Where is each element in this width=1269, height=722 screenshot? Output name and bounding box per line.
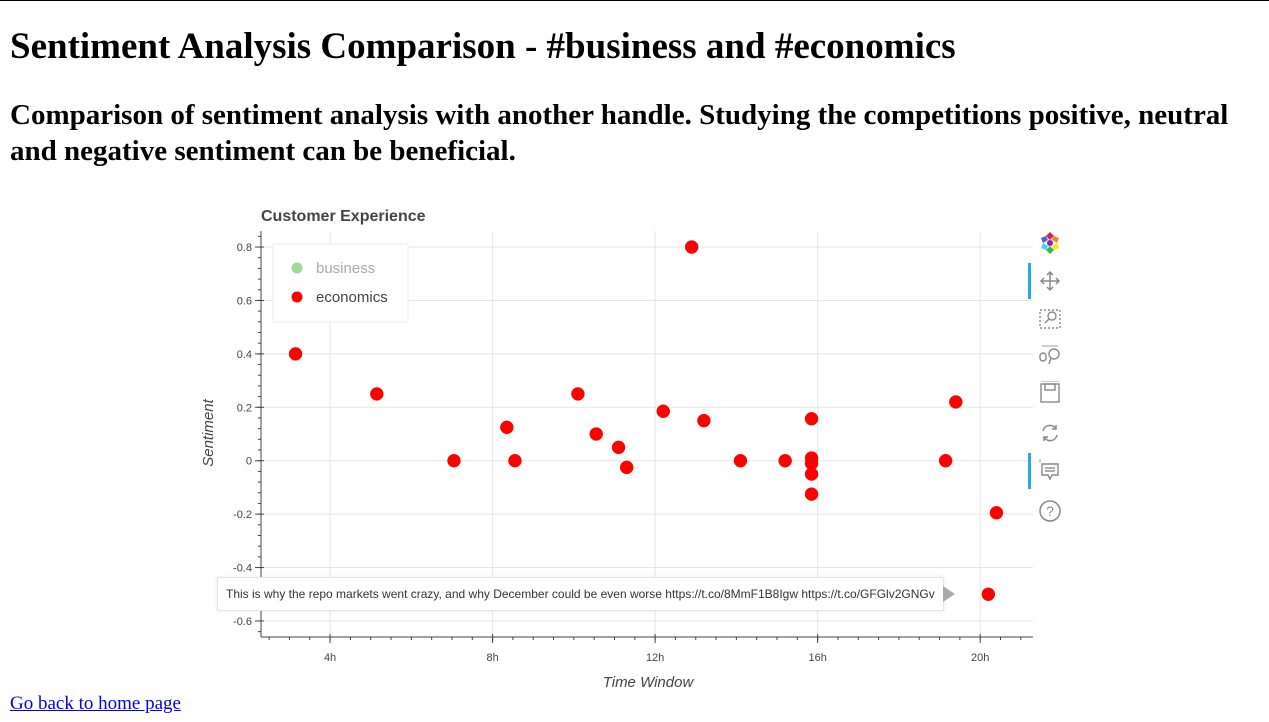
data-point-economics[interactable]	[949, 395, 963, 409]
data-point-economics[interactable]	[697, 413, 711, 428]
data-point-economics[interactable]	[804, 412, 819, 426]
data-point-economics[interactable]	[508, 453, 522, 468]
y-axis-label: Sentiment	[200, 398, 217, 466]
chart-legend[interactable]: business economics	[272, 243, 409, 323]
svg-text:?: ?	[1046, 503, 1054, 519]
sentiment-plot[interactable]: Customer Experience 0.8 0.6 0.4 0.2 0 -0.2 -0.…	[195, 201, 1080, 701]
data-point-economics[interactable]	[804, 487, 819, 501]
data-point-economics[interactable]	[447, 453, 461, 468]
box-zoom-tool-icon[interactable]	[1038, 306, 1062, 330]
chart-svg[interactable]: Customer Experience 0.8 0.6 0.4 0.2 0 -0.2 -0.…	[195, 201, 1035, 701]
x-tick-label: 16h	[808, 652, 826, 664]
y-tick-label: 0.6	[237, 295, 252, 307]
y-tick-label: 0	[246, 456, 252, 468]
legend-label-business[interactable]: business	[316, 260, 375, 277]
legend-label-economics[interactable]: economics	[316, 289, 388, 306]
x-tick-label: 20h	[971, 652, 989, 664]
data-point-economics[interactable]	[778, 453, 792, 468]
data-point-economics[interactable]	[611, 440, 626, 455]
tooltip-text: This is why the repo markets went crazy,…	[226, 587, 935, 601]
y-tick-label: 0.4	[237, 349, 252, 361]
data-point-economics[interactable]	[989, 506, 1004, 520]
x-tick-label: 4h	[324, 652, 336, 664]
data-point-economics[interactable]	[571, 387, 585, 401]
data-point-economics[interactable]	[288, 347, 303, 361]
pan-active-indicator	[1028, 263, 1031, 299]
plot-toolbar: ?	[1028, 229, 1074, 529]
data-point-economics[interactable]	[684, 240, 699, 254]
wheel-zoom-tool-icon[interactable]	[1038, 344, 1062, 368]
data-point-economics[interactable]	[804, 467, 819, 481]
y-tick-label: -0.2	[233, 509, 252, 521]
data-point-economics[interactable]	[589, 427, 603, 441]
page-subtitle: Comparison of sentiment analysis with an…	[10, 99, 1229, 167]
tooltip-arrow	[942, 586, 955, 602]
help-tool-icon[interactable]: ?	[1038, 499, 1062, 523]
legend-marker-economics[interactable]	[291, 291, 303, 303]
data-point-economics[interactable]	[370, 387, 384, 401]
hover-tool-icon[interactable]	[1038, 459, 1062, 483]
y-tick-label: 0.2	[237, 402, 252, 414]
data-point-economics[interactable]	[733, 453, 748, 468]
chart-points[interactable]	[288, 240, 1004, 602]
save-tool-icon[interactable]	[1038, 381, 1062, 405]
bokeh-logo-icon[interactable]	[1038, 231, 1062, 255]
chart-axes: 0.8 0.6 0.4 0.2 0 -0.2 -0.4 -0.6 4h 8h 12h 16h 20h	[233, 231, 1033, 664]
home-page-link[interactable]: Go back to home page	[10, 693, 181, 714]
data-point-economics[interactable]	[500, 420, 514, 435]
data-point-economics[interactable]	[981, 587, 996, 602]
y-tick-label: 0.8	[237, 242, 252, 254]
legend-box	[272, 243, 409, 323]
reset-tool-icon[interactable]	[1038, 421, 1062, 445]
chart-title: Customer Experience	[261, 208, 426, 225]
data-point-economics[interactable]	[656, 404, 671, 419]
page-title: Sentiment Analysis Comparison - #busines…	[10, 26, 956, 67]
hover-active-indicator	[1028, 453, 1031, 489]
x-tick-label: 8h	[486, 652, 498, 664]
data-point-economics[interactable]	[938, 453, 953, 468]
y-tick-label: -0.6	[233, 616, 252, 628]
legend-marker-business[interactable]	[291, 262, 303, 274]
x-tick-label: 12h	[646, 652, 664, 664]
pan-tool-icon[interactable]	[1038, 269, 1062, 293]
hover-tooltip: This is why the repo markets went crazy,…	[217, 577, 955, 611]
y-tick-label: -0.4	[233, 563, 252, 575]
x-axis-label: Time Window	[603, 674, 695, 691]
data-point-economics[interactable]	[619, 460, 634, 475]
